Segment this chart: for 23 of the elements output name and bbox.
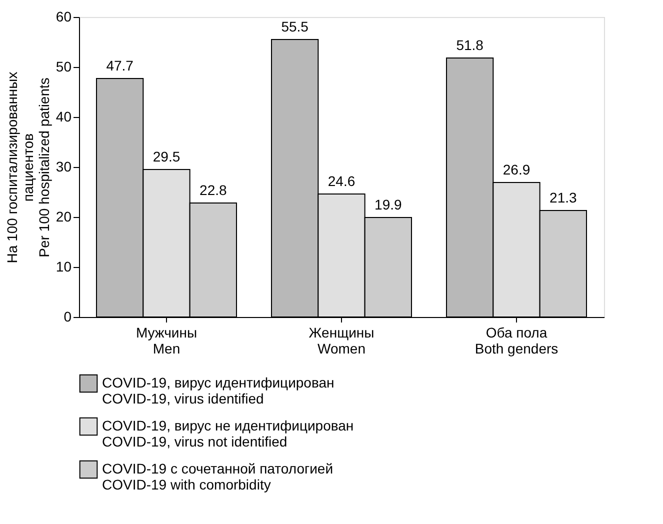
y-tick-label: 0	[64, 308, 72, 324]
y-tick-label: 50	[56, 58, 72, 74]
data-label: 26.9	[502, 162, 530, 178]
x-tick-label: Женщины Women	[308, 324, 374, 356]
y-tick-label: 30	[56, 158, 72, 174]
data-label: 22.8	[200, 182, 228, 198]
data-label: 24.6	[328, 173, 356, 189]
x-tick-label: Мужчины Men	[136, 324, 198, 356]
y-tick-label: 40	[56, 108, 72, 124]
data-label: 29.5	[152, 148, 180, 164]
legend-label: COVID-19, вирус идентифицирован COVID-19, virus identified	[102, 374, 334, 406]
x-tick-label: Оба пола Both genders	[474, 324, 558, 356]
data-label: 19.9	[374, 196, 402, 212]
data-label: 47.7	[106, 58, 134, 74]
legend-label: COVID-19 с сочетанной патологией COVID-19 with comorbidity	[102, 460, 334, 492]
y-tick-label: 60	[56, 8, 72, 24]
y-tick-label: 10	[56, 258, 72, 274]
y-tick-label: 20	[56, 208, 72, 224]
y-axis-title: На 100 госпитализированных пациентов Per 100 hospitalized patients	[4, 72, 52, 264]
legend-label: COVID-19, вирус не идентифицирован COVID-19, virus not identified	[102, 418, 354, 450]
data-label: 55.5	[281, 18, 309, 34]
data-label: 51.8	[456, 37, 484, 53]
data-label: 21.3	[550, 190, 578, 206]
